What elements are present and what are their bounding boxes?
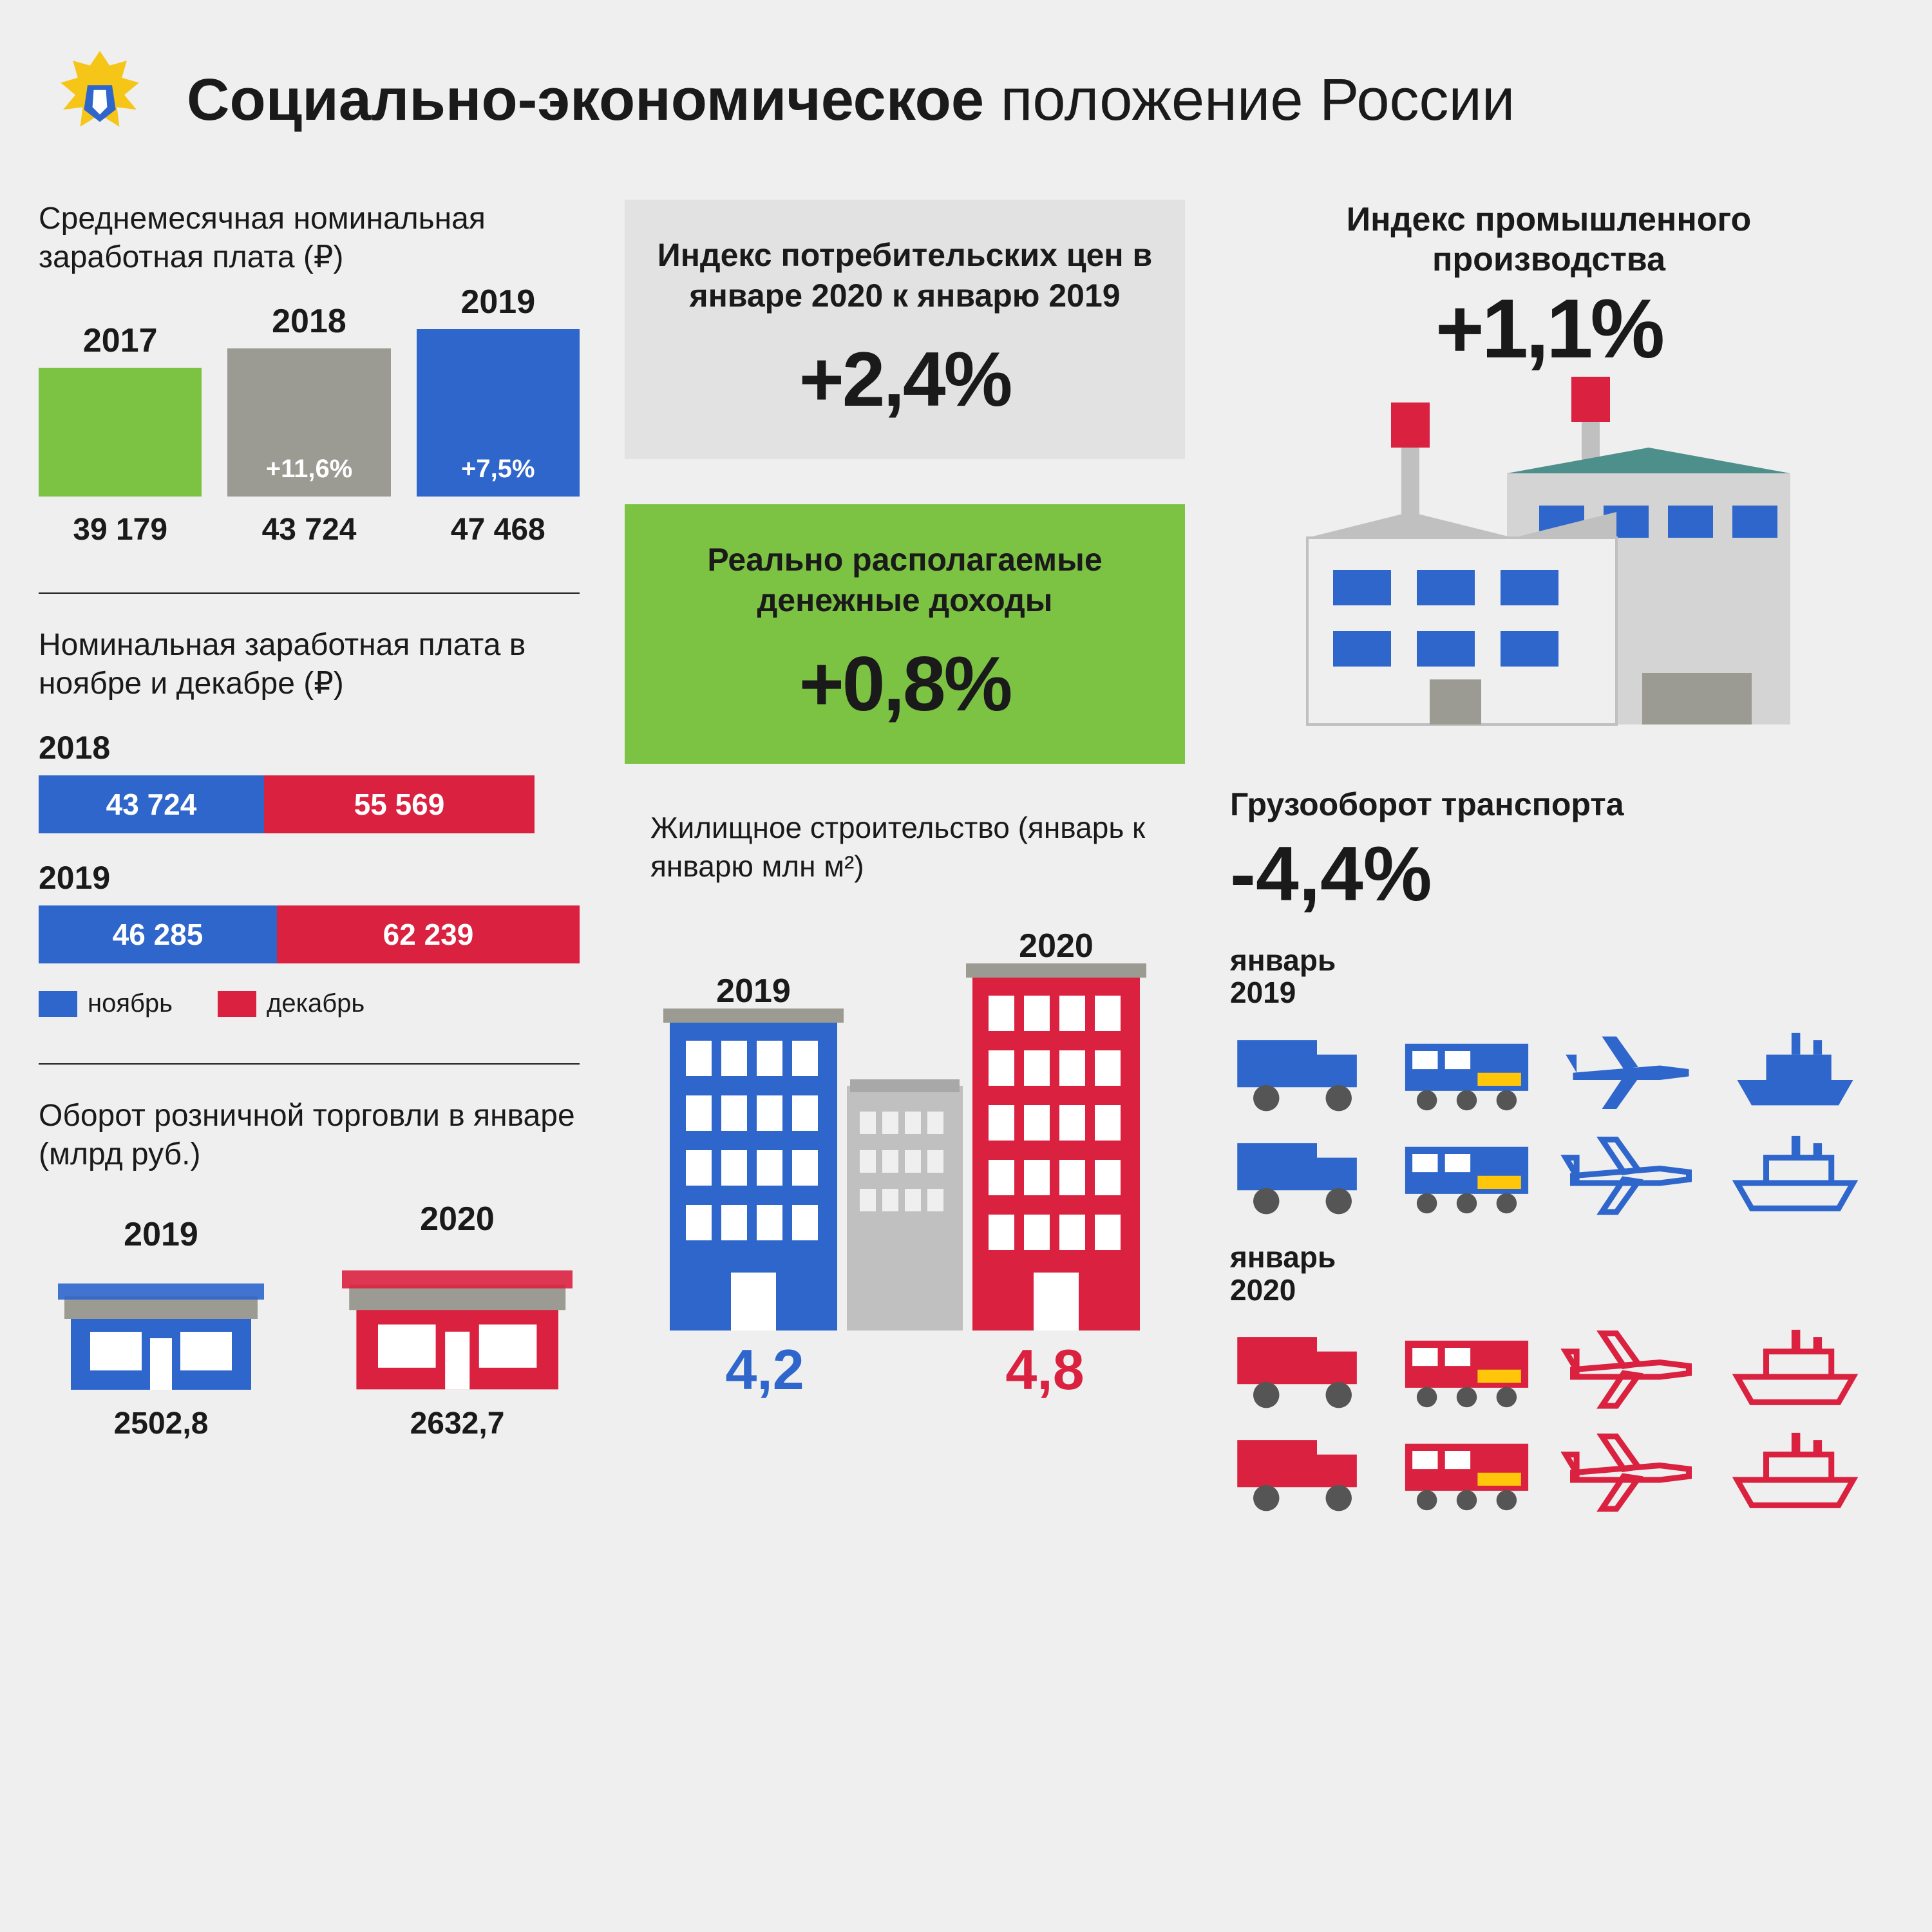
shop-icon [58,1264,264,1393]
housing-block: Жилищное строительство (январь к январю … [625,809,1185,1403]
retail-item: 2020 2632,7 [335,1200,580,1441]
ship-icon [1723,1319,1868,1403]
industrial-title: Индекс промышленного производства [1230,200,1868,280]
truck-icon [1230,1125,1375,1209]
housing-title: Жилищное строительство (январь к январю … [625,809,1185,886]
housing-diagram: 2019 2020 [625,905,1185,1331]
truck-icon [1230,1422,1375,1506]
plane-icon [1558,1022,1703,1106]
train-icon [1394,1319,1539,1403]
housing-val-2019: 4,2 [725,1337,804,1403]
page-title: Социально-экономическое положение России [187,66,1515,134]
right-column: Индекс промышленного производства +1,1% [1230,200,1868,1551]
wage-chart: 2017 39 179 2018 +11,6% 43 724 2019 +7,5… [39,303,580,547]
emblem-icon [39,39,161,161]
housing-val-2020: 4,8 [1005,1337,1084,1403]
train-icon [1394,1125,1539,1209]
ship-icon [1723,1422,1868,1506]
header: Социально-экономическое положение России [39,39,1893,161]
retail-block: Оборот розничной торговли в январе (млрд… [39,1097,580,1441]
train-icon [1394,1422,1539,1506]
factory-icon [1230,377,1868,737]
freight-month-2019: январь 2019 [1230,944,1868,1009]
retail-item: 2019 2502,8 [39,1215,283,1441]
wage-bar: 2018 +11,6% 43 724 [227,302,390,547]
industrial-block: Индекс промышленного производства +1,1% [1230,200,1868,741]
income-title: Реально располагаемые денежные доходы [650,540,1159,620]
shop-icon [342,1249,573,1393]
cpi-panel: Индекс потребительских цен в январе 2020… [625,200,1185,459]
freight-title: Грузооборот транспорта [1230,786,1868,823]
freight-value: -4,4% [1230,829,1868,918]
ship-icon [1723,1022,1868,1106]
plane-icon [1558,1319,1703,1403]
wage-bar: 2017 39 179 [39,321,202,547]
cpi-value: +2,4% [650,335,1159,424]
novdec-legend: ноябрь декабрь [39,989,580,1018]
income-panel: Реально располагаемые денежные доходы +0… [625,504,1185,764]
freight-block: Грузооборот транспорта -4,4% январь 2019… [1230,786,1868,1506]
novdec-row: 2018 43 724 55 569 [39,729,580,833]
wage-bar: 2019 +7,5% 47 468 [417,283,580,547]
truck-icon [1230,1022,1375,1106]
wage-title: Среднемесячная номинальная заработная пл… [39,200,580,277]
plane-icon [1558,1125,1703,1209]
train-icon [1394,1022,1539,1106]
novdec-title: Номинальная заработная плата в ноябре и … [39,626,580,703]
cpi-title: Индекс потребительских цен в январе 2020… [650,235,1159,316]
center-column: Индекс потребительских цен в январе 2020… [625,200,1185,1551]
left-column: Среднемесячная номинальная заработная пл… [39,200,580,1551]
plane-icon [1558,1422,1703,1506]
svg-text:2019: 2019 [716,972,791,1010]
retail-title: Оборот розничной торговли в январе (млрд… [39,1097,580,1174]
title-light: положение России [984,67,1515,133]
freight-month-2020: январь 2020 [1230,1241,1868,1306]
ship-icon [1723,1125,1868,1209]
truck-icon [1230,1319,1375,1403]
novdec-row: 2019 46 285 62 239 [39,859,580,963]
svg-text:2020: 2020 [1019,927,1094,965]
title-bold: Социально-экономическое [187,67,984,133]
legend-nov: ноябрь [39,989,173,1018]
wage-block: Среднемесячная номинальная заработная пл… [39,200,580,547]
novdec-block: Номинальная заработная плата в ноябре и … [39,626,580,1018]
income-value: +0,8% [650,639,1159,728]
legend-dec: декабрь [218,989,365,1018]
industrial-value: +1,1% [1230,280,1868,377]
